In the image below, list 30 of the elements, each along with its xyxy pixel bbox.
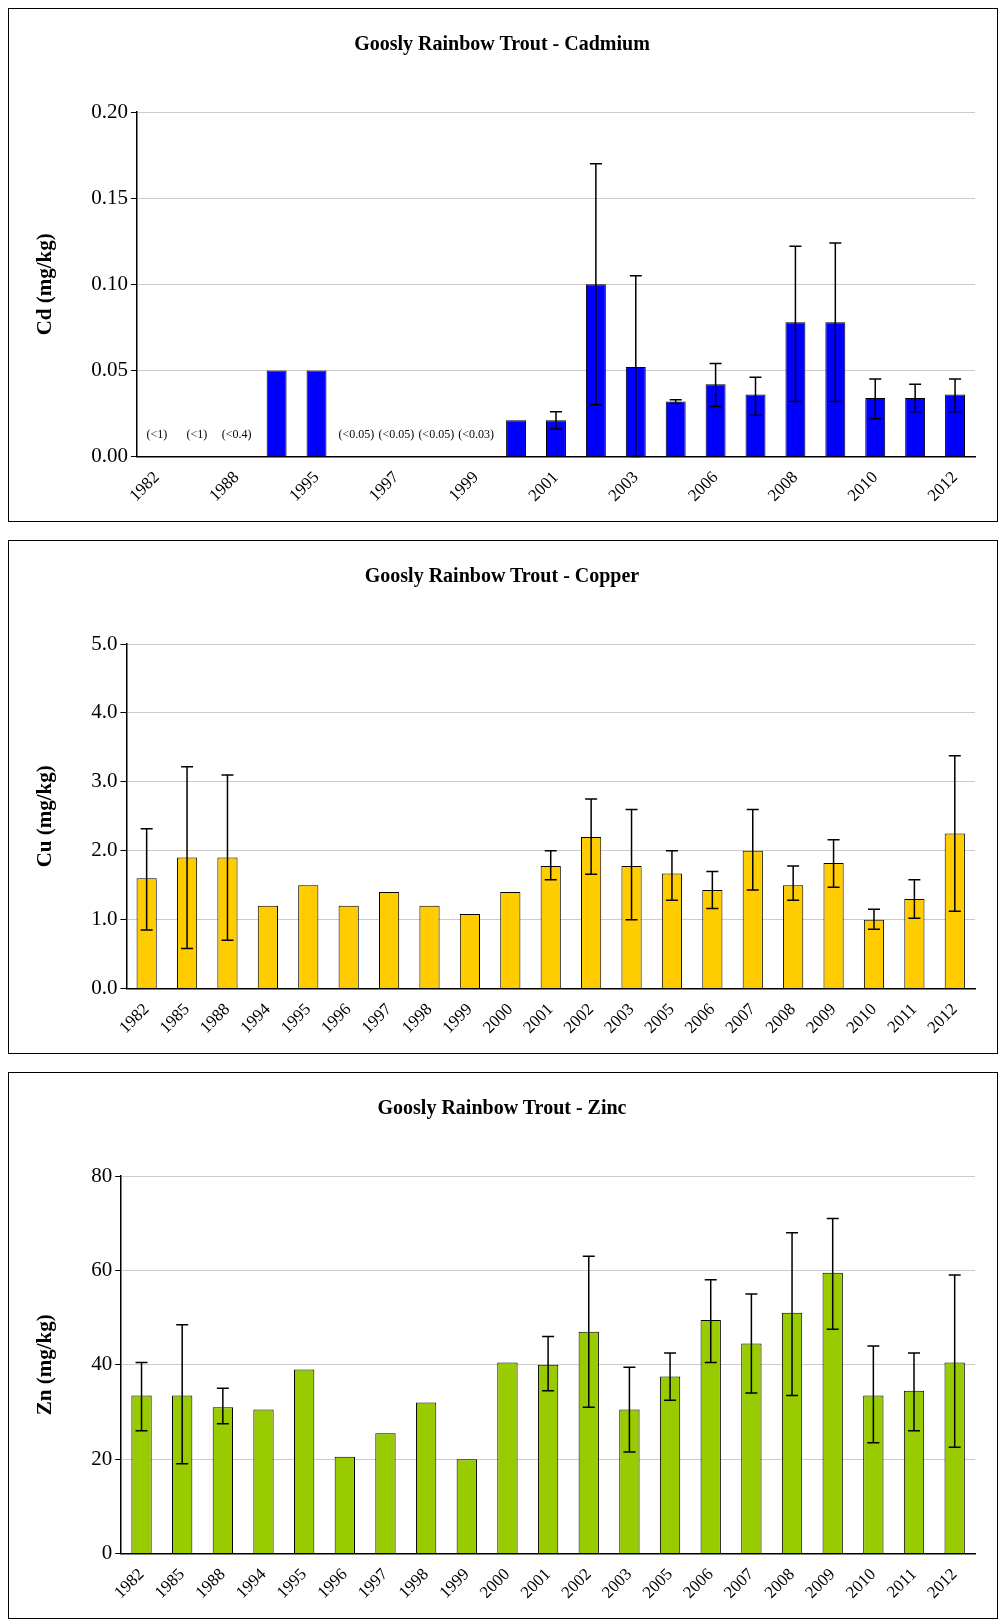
y-axis-title: Cu (mg/kg) [32, 765, 57, 868]
y-tick-label: 0 [101, 1540, 113, 1565]
annotation: (<0.4) [221, 426, 252, 441]
y-tick-label: 0.05 [91, 356, 128, 381]
annotation: (<0.03) [458, 426, 495, 441]
y-tick-label: 0.00 [91, 443, 128, 468]
annotation: (<1) [146, 426, 168, 441]
annotation: (<1) [186, 426, 208, 441]
y-tick-label: 2.0 [91, 837, 118, 862]
y-axis-title: Cd (mg/kg) [32, 233, 57, 336]
annotation: (<0.05) [378, 426, 415, 441]
chart-title: Goosly Rainbow Trout - Copper [364, 564, 640, 588]
y-tick-label: 0.0 [91, 975, 118, 1000]
y-tick-label: 20 [91, 1445, 113, 1470]
y-tick-label: 40 [91, 1351, 113, 1376]
y-axis-title: Zn (mg/kg) [32, 1314, 57, 1416]
chart-title: Goosly Rainbow Trout - Zinc [377, 1096, 627, 1120]
y-tick-label: 0.10 [91, 270, 128, 295]
y-tick-label: 60 [91, 1256, 113, 1281]
annotation: (<0.05) [338, 426, 375, 441]
y-tick-label: 4.0 [91, 699, 118, 724]
y-tick-label: 5.0 [91, 630, 118, 655]
y-tick-label: 1.0 [91, 906, 118, 931]
chart-title: Goosly Rainbow Trout - Cadmium [354, 32, 651, 56]
y-tick-label: 0.20 [91, 98, 128, 123]
y-tick-label: 0.15 [91, 184, 128, 209]
x-tick-label: 2011 [882, 1564, 920, 1602]
annotation: (<0.05) [418, 426, 455, 441]
y-tick-label: 80 [91, 1162, 113, 1187]
y-tick-label: 3.0 [91, 768, 118, 793]
